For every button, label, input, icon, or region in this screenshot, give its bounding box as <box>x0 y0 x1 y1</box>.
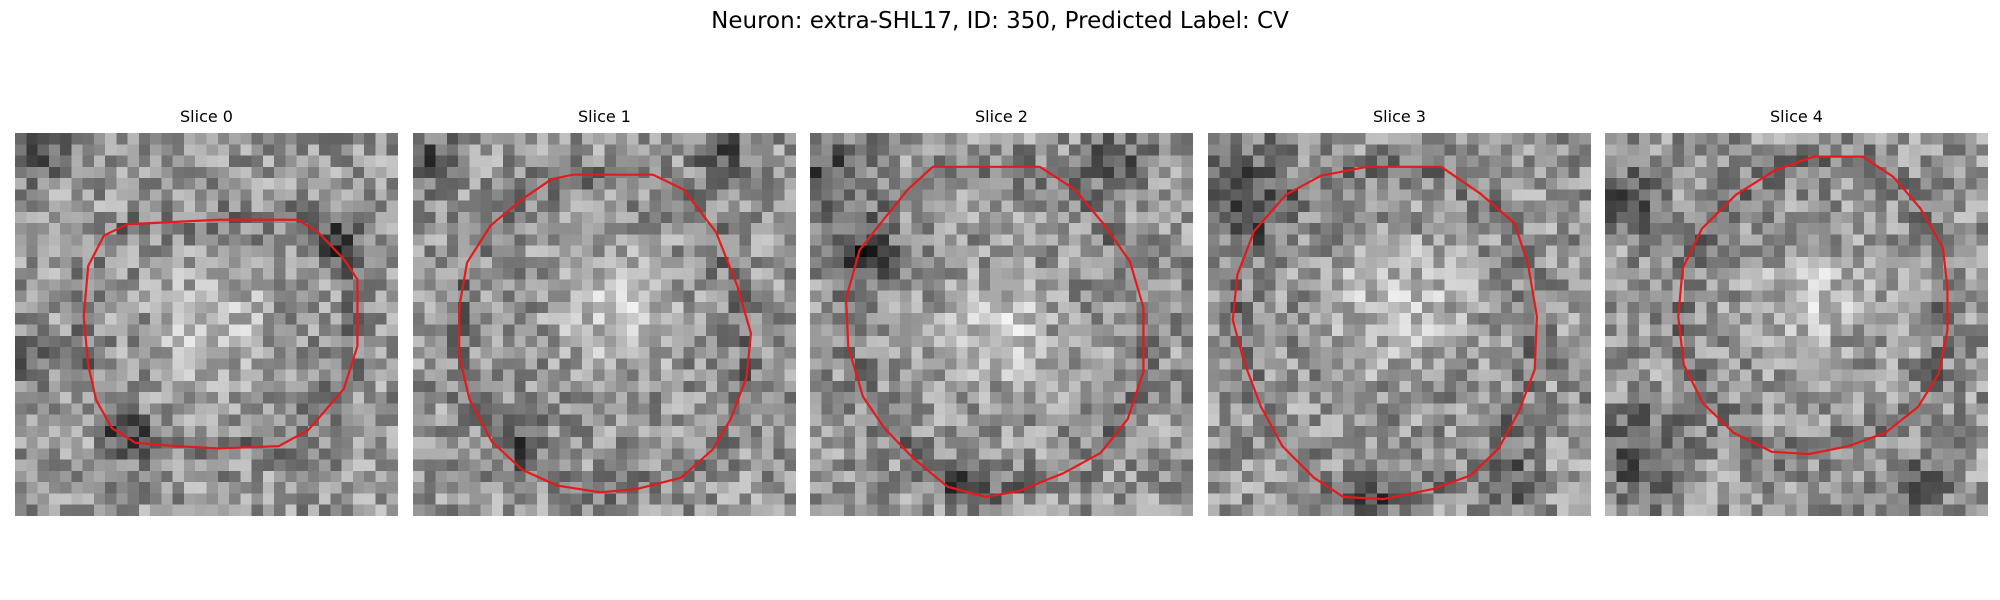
segmentation-contour <box>846 167 1143 497</box>
slice-title: Slice 4 <box>1770 107 1823 126</box>
slice-title: Slice 0 <box>180 107 233 126</box>
slice-panel: Slice 2 <box>810 107 1193 516</box>
segmentation-contour <box>459 175 751 493</box>
slice-title: Slice 2 <box>975 107 1028 126</box>
slice-panel: Slice 4 <box>1605 107 1988 516</box>
segmentation-contour <box>1233 167 1537 499</box>
slice-image <box>413 133 796 516</box>
slice-panel: Slice 3 <box>1208 107 1591 516</box>
slice-title: Slice 1 <box>578 107 631 126</box>
slice-image <box>15 133 398 516</box>
slice-title: Slice 3 <box>1373 107 1426 126</box>
slice-image <box>1208 133 1591 516</box>
figure-title: Neuron: extra-SHL17, ID: 350, Predicted … <box>711 8 1289 34</box>
slice-panel: Slice 1 <box>413 107 796 516</box>
segmentation-contour <box>1678 157 1947 454</box>
segmentation-contour <box>84 220 358 449</box>
slice-panel: Slice 0 <box>15 107 398 516</box>
slice-image <box>1605 133 1988 516</box>
slice-image <box>810 133 1193 516</box>
